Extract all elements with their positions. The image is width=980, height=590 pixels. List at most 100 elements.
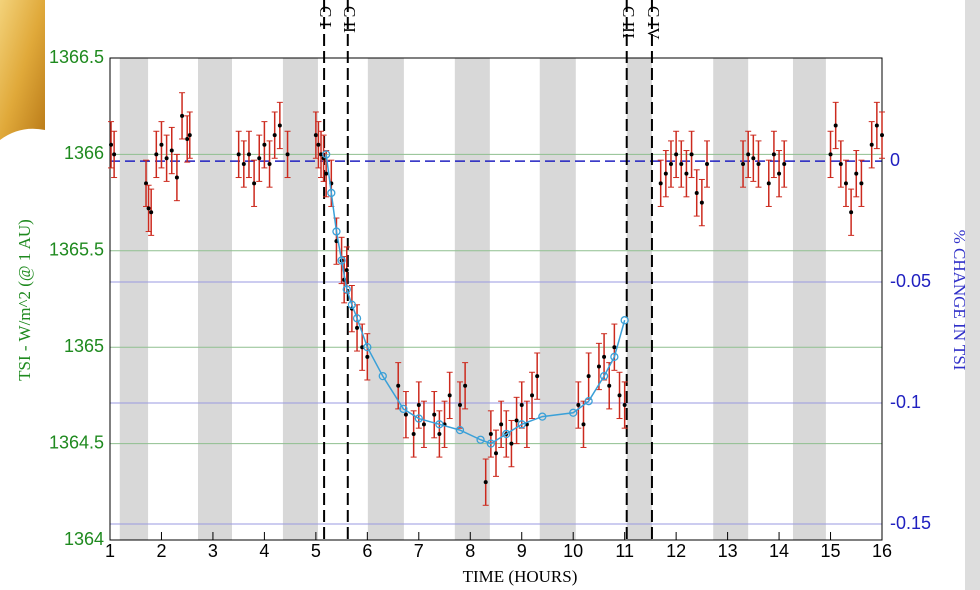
data-point xyxy=(324,171,329,176)
y-tick-label: 1365.5 xyxy=(49,240,104,260)
data-point xyxy=(483,480,488,485)
model-line xyxy=(325,154,626,445)
data-point xyxy=(267,162,272,167)
y-axis-label: TSI - W/m^2 (@ 1 AU) xyxy=(15,219,34,381)
data-point xyxy=(313,133,318,138)
model-point xyxy=(569,408,578,417)
data-point xyxy=(828,152,833,157)
plot-area: 1 2 3 4 5 6 7 8 9 10 11 12 13 14 15 1613641364.51365136… xyxy=(49,0,931,561)
shaded-interval xyxy=(626,58,652,540)
model-point xyxy=(342,285,351,294)
x-tick-label: 6 xyxy=(362,541,372,561)
x-tick-label: 5 xyxy=(311,541,321,561)
data-point xyxy=(174,175,179,180)
data-point xyxy=(576,403,581,408)
x-tick-label: 3 xyxy=(208,541,218,561)
model-point xyxy=(620,316,629,325)
data-point xyxy=(586,374,591,379)
data-point xyxy=(771,152,776,157)
x-tick-label: 12 xyxy=(666,541,686,561)
data-point xyxy=(684,171,689,176)
contact-label: C II xyxy=(340,6,359,33)
data-point xyxy=(149,210,154,215)
model-point xyxy=(517,420,526,429)
model-point xyxy=(352,314,362,323)
model-point xyxy=(610,352,619,361)
x-tick-label: 4 xyxy=(259,541,269,561)
data-point xyxy=(880,133,884,138)
data-point xyxy=(365,354,370,359)
x-tick-label: 16 xyxy=(872,541,892,561)
x-tick-label: 13 xyxy=(718,541,738,561)
data-point xyxy=(674,152,679,157)
model-point xyxy=(327,188,336,198)
shaded-interval xyxy=(713,58,749,540)
shaded-interval xyxy=(792,58,826,540)
data-point xyxy=(154,152,159,157)
data-point xyxy=(277,123,282,128)
shaded-interval xyxy=(282,58,318,540)
data-point xyxy=(112,152,117,157)
data-point xyxy=(741,162,746,167)
data-point xyxy=(257,156,262,161)
data-point xyxy=(252,181,257,186)
model-point xyxy=(347,300,357,309)
model-point xyxy=(414,414,423,423)
data-point xyxy=(751,156,756,161)
data-point xyxy=(246,152,251,157)
data-point xyxy=(187,133,192,138)
data-point xyxy=(344,268,349,273)
data-point xyxy=(159,142,164,147)
data-point xyxy=(766,181,771,186)
data-point xyxy=(746,152,751,157)
data-point xyxy=(679,162,684,167)
data-point xyxy=(355,325,360,330)
data-point xyxy=(109,142,114,147)
data-point xyxy=(607,383,612,388)
data-point xyxy=(699,200,704,205)
x-tick-label: 7 xyxy=(414,541,424,561)
y2-tick-label: -0.05 xyxy=(890,271,931,291)
data-point xyxy=(530,393,535,398)
x-tick-label: 1 xyxy=(105,541,115,561)
data-point xyxy=(843,181,848,186)
x-tick-label: 15 xyxy=(821,541,841,561)
model-point xyxy=(322,150,331,159)
data-point xyxy=(859,181,864,186)
shaded-interval xyxy=(367,58,404,540)
data-point xyxy=(463,383,468,388)
y2-tick-label: -0.1 xyxy=(890,392,921,412)
data-point xyxy=(869,142,874,147)
model-point xyxy=(455,425,465,435)
x-axis-label: TIME (HOURS) xyxy=(463,567,578,586)
data-point xyxy=(854,171,859,176)
data-point xyxy=(272,133,277,138)
y-tick-label: 1365 xyxy=(64,336,104,356)
x-tick-label: 2 xyxy=(156,541,166,561)
y2-axis-label: % CHANGE IN TSI xyxy=(950,230,969,371)
shaded-interval xyxy=(119,58,149,540)
data-point xyxy=(488,431,493,436)
data-point xyxy=(236,152,241,157)
data-point xyxy=(833,123,838,128)
data-point xyxy=(519,403,524,408)
data-point xyxy=(457,403,462,408)
data-point xyxy=(782,162,787,167)
data-point xyxy=(499,422,504,427)
data-point xyxy=(602,354,607,359)
y-tick-label: 1366 xyxy=(64,143,104,163)
data-point xyxy=(622,403,627,408)
data-point xyxy=(437,431,442,436)
data-point xyxy=(319,152,324,157)
data-point xyxy=(596,364,601,369)
data-point xyxy=(689,152,694,157)
shaded-interval xyxy=(198,58,232,540)
data-point xyxy=(241,162,246,167)
data-point xyxy=(411,431,416,436)
data-point xyxy=(849,210,854,215)
model-point xyxy=(363,343,372,352)
model-point xyxy=(337,256,346,265)
model-point xyxy=(399,404,408,414)
y2-tick-label: -0.15 xyxy=(890,513,931,533)
